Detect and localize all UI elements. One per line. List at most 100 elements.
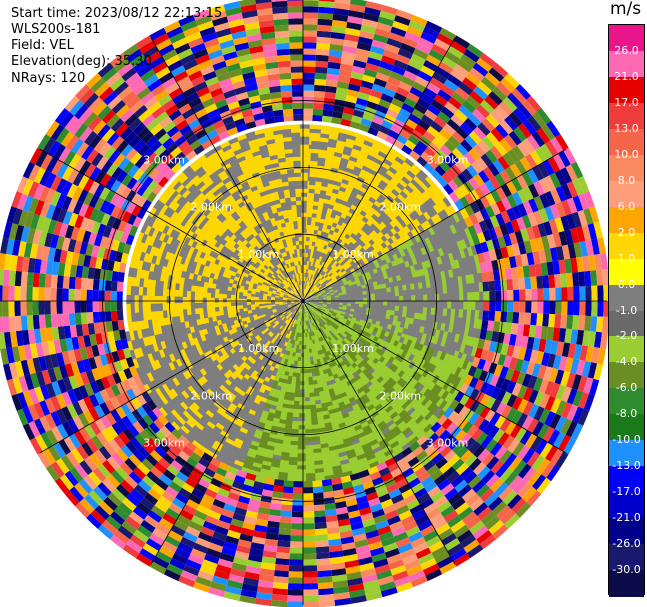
velocity-gate: [413, 282, 419, 290]
velocity-gate: [393, 315, 399, 322]
velocity-gate: [399, 423, 409, 433]
velocity-gate: [319, 218, 326, 224]
velocity-gate: [442, 197, 452, 208]
velocity-gate: [413, 342, 421, 351]
velocity-gate: [347, 317, 353, 322]
velocity-gate: [369, 311, 375, 317]
velocity-gate: [304, 436, 313, 442]
velocity-gate: [386, 309, 392, 316]
velocity-gate: [363, 301, 368, 305]
velocity-gate: [329, 252, 334, 258]
velocity-gate: [317, 283, 322, 288]
velocity-gate: [303, 292, 305, 298]
velocity-gate: [327, 336, 333, 342]
velocity-gate: [366, 435, 377, 444]
velocity-gate: [477, 272, 483, 284]
velocity-gate: [358, 291, 364, 296]
velocity-gate: [313, 312, 317, 317]
velocity-gate: [414, 349, 422, 358]
velocity-gate: [319, 311, 324, 316]
velocity-gate: [315, 217, 321, 223]
velocity-gate: [446, 373, 455, 384]
velocity-gate: [317, 314, 322, 318]
velocity-gate: [370, 386, 378, 395]
velocity-gate: [459, 343, 466, 354]
velocity-gate: [320, 185, 328, 192]
velocity-gate: [340, 268, 346, 273]
velocity-gate: [378, 409, 388, 418]
velocity-gate: [327, 340, 333, 347]
velocity-gate: [319, 336, 324, 342]
velocity-gate: [395, 321, 402, 328]
velocity-gate: [369, 146, 381, 155]
velocity-gate: [386, 194, 395, 203]
velocity-gate: [309, 305, 313, 310]
velocity-gate: [334, 302, 340, 305]
velocity-gate: [328, 319, 333, 324]
velocity-gate: [329, 308, 335, 312]
velocity-gate: [333, 289, 339, 293]
velocity-gate: [305, 289, 309, 294]
velocity-gate: [435, 201, 445, 212]
velocity-gate: [394, 385, 404, 394]
velocity-gate: [435, 367, 444, 378]
velocity-gate: [365, 380, 373, 388]
velocity-gate: [316, 282, 321, 287]
velocity-gate: [407, 368, 416, 378]
velocity-gate: [391, 296, 396, 302]
velocity-gate: [397, 348, 405, 356]
velocity-gate: [392, 217, 401, 226]
velocity-gate: [312, 237, 317, 243]
velocity-gate: [396, 377, 405, 386]
velocity-gate: [377, 386, 386, 394]
velocity-gate: [329, 216, 336, 223]
velocity-gate: [316, 309, 321, 313]
velocity-gate: [306, 308, 309, 313]
velocity-gate: [299, 381, 305, 386]
velocity-gate: [313, 275, 318, 281]
velocity-gate: [417, 224, 426, 234]
velocity-gate: [392, 159, 403, 169]
velocity-gate: [309, 323, 313, 329]
velocity-gate: [311, 309, 315, 313]
velocity-gate: [402, 306, 408, 313]
velocity-gate: [320, 280, 325, 285]
velocity-gate: [464, 227, 472, 239]
velocity-gate: [307, 277, 310, 282]
velocity-gate: [326, 293, 331, 297]
velocity-gate: [407, 301, 412, 308]
velocity-gate: [134, 294, 139, 304]
velocity-gate: [441, 246, 449, 256]
velocity-gate: [360, 168, 370, 177]
velocity-gate: [327, 371, 334, 378]
velocity-gate: [423, 301, 428, 308]
velocity-gate: [307, 256, 311, 262]
velocity-gate: [319, 265, 324, 270]
velocity-gate: [440, 390, 450, 401]
velocity-gate: [318, 278, 323, 284]
velocity-gate: [394, 432, 405, 442]
velocity-gate: [324, 425, 333, 432]
velocity-gate: [323, 219, 330, 225]
velocity-gate: [429, 280, 435, 289]
velocity-gate: [374, 272, 380, 278]
velocity-gate: [335, 268, 341, 274]
velocity-gate: [324, 194, 332, 201]
velocity-gate: [296, 477, 307, 482]
velocity-gate: [345, 138, 356, 145]
velocity-gate: [447, 293, 452, 302]
velocity-gate: [325, 290, 331, 294]
velocity-gate: [424, 220, 432, 230]
velocity-gate: [353, 445, 364, 454]
velocity-gate: [397, 167, 408, 177]
velocity-gate: [388, 166, 398, 175]
velocity-gate: [318, 197, 326, 204]
velocity-gate: [384, 354, 392, 362]
velocity-gate: [322, 320, 327, 325]
velocity-gate: [292, 412, 300, 418]
velocity-gate: [242, 301, 248, 306]
velocity-gate: [386, 305, 392, 311]
velocity-gate: [305, 294, 309, 298]
velocity-gate: [321, 266, 326, 271]
velocity-gate: [304, 432, 313, 438]
